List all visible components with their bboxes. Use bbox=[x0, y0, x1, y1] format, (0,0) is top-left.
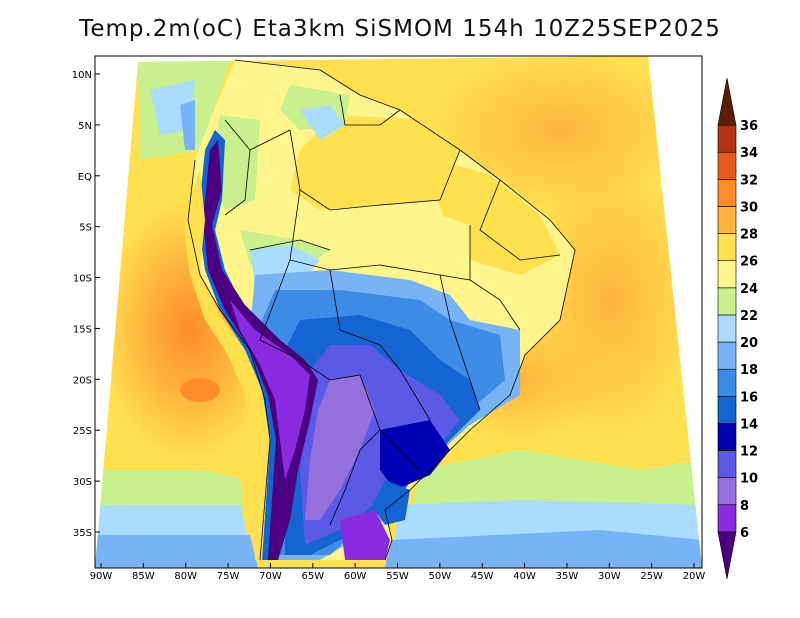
colorbar-level-label: 28 bbox=[740, 228, 758, 243]
lat-tick-label: 20S bbox=[73, 375, 92, 386]
colorbar-level-label: 24 bbox=[740, 282, 758, 297]
lon-tick-label: 35W bbox=[556, 571, 579, 582]
colorbar: 6 8 10 12 14 16 18 20 22 24 26 28 30 32 34 36 bbox=[717, 77, 758, 580]
colorbar-level-label: 20 bbox=[740, 336, 758, 351]
lon-tick-label: 30W bbox=[598, 571, 621, 582]
colorbar-level-label: 22 bbox=[740, 309, 758, 324]
colorbar-swatch bbox=[717, 260, 737, 289]
colorbar-swatch bbox=[717, 179, 737, 207]
lat-tick-label: 25S bbox=[73, 426, 92, 437]
latitude-axis: 10N 5N EQ 5S 10S 15S 20S 25S 30S 35S bbox=[72, 70, 100, 539]
colorbar-min-triangle bbox=[717, 531, 737, 580]
lon-tick-label: 65W bbox=[301, 571, 324, 582]
lat-tick-label: 5N bbox=[78, 121, 92, 132]
colorbar-level-label: 32 bbox=[740, 173, 758, 188]
lat-tick-label: 35S bbox=[73, 528, 92, 539]
colorbar-swatch bbox=[717, 124, 737, 153]
colorbar-swatch bbox=[717, 368, 737, 397]
lon-tick-label: 85W bbox=[132, 571, 155, 582]
lon-tick-label: 20W bbox=[683, 571, 706, 582]
plot-frame bbox=[94, 55, 703, 569]
colorbar-level-label: 30 bbox=[740, 200, 758, 215]
colorbar-swatch bbox=[717, 423, 737, 451]
lon-tick-label: 45W bbox=[471, 571, 494, 582]
lat-tick-label: 5S bbox=[79, 223, 92, 234]
lon-tick-label: 60W bbox=[344, 571, 367, 582]
lat-tick-label: 30S bbox=[73, 477, 92, 488]
lon-tick-label: 25W bbox=[640, 571, 663, 582]
lat-tick-label: 10S bbox=[73, 274, 92, 285]
lon-tick-label: 40W bbox=[513, 571, 536, 582]
colorbar-swatch bbox=[717, 206, 737, 234]
south-america-land bbox=[184, 60, 575, 560]
lon-tick-label: 70W bbox=[259, 571, 282, 582]
lon-tick-label: 50W bbox=[429, 571, 452, 582]
colorbar-swatch bbox=[717, 450, 737, 478]
colorbar-level-label: 10 bbox=[740, 472, 758, 487]
lon-tick-label: 80W bbox=[174, 571, 197, 582]
colorbar-swatch bbox=[717, 287, 737, 316]
colorbar-level-label: 16 bbox=[740, 390, 758, 405]
political-borders bbox=[187, 59, 576, 561]
colorbar-level-label: 36 bbox=[740, 119, 758, 134]
lon-tick-label: 90W bbox=[90, 571, 113, 582]
colorbar-level-label: 14 bbox=[740, 417, 758, 432]
colorbar-level-label: 34 bbox=[740, 146, 758, 161]
colorbar-level-label: 6 bbox=[740, 526, 749, 541]
colorbar-swatch bbox=[717, 504, 737, 533]
lon-tick-label: 55W bbox=[386, 571, 409, 582]
lon-tick-label: 75W bbox=[217, 571, 240, 582]
longitude-axis: 90W 85W 80W 75W 70W 65W 60W 55W 50W 45W 40W 35W 30W 2… bbox=[90, 563, 706, 582]
colorbar-swatch bbox=[717, 477, 737, 506]
map-title: Temp.2m(oC) Eta3km SiSMOM 154h 10Z25SEP2… bbox=[79, 16, 721, 42]
colorbar-swatch bbox=[717, 395, 737, 424]
colorbar-swatch bbox=[717, 233, 737, 262]
colorbar-level-label: 8 bbox=[740, 499, 749, 514]
colorbar-swatch bbox=[717, 151, 737, 180]
colorbar-level-label: 26 bbox=[740, 255, 758, 270]
lat-tick-label: 15S bbox=[73, 324, 92, 335]
colorbar-level-label: 18 bbox=[740, 363, 758, 378]
lat-tick-label: EQ bbox=[78, 172, 92, 183]
colorbar-swatch bbox=[717, 314, 737, 343]
colorbar-level-label: 12 bbox=[740, 445, 758, 460]
colorbar-max-triangle bbox=[717, 77, 737, 126]
colorbar-swatch bbox=[717, 341, 737, 370]
lat-tick-label: 10N bbox=[72, 70, 92, 81]
